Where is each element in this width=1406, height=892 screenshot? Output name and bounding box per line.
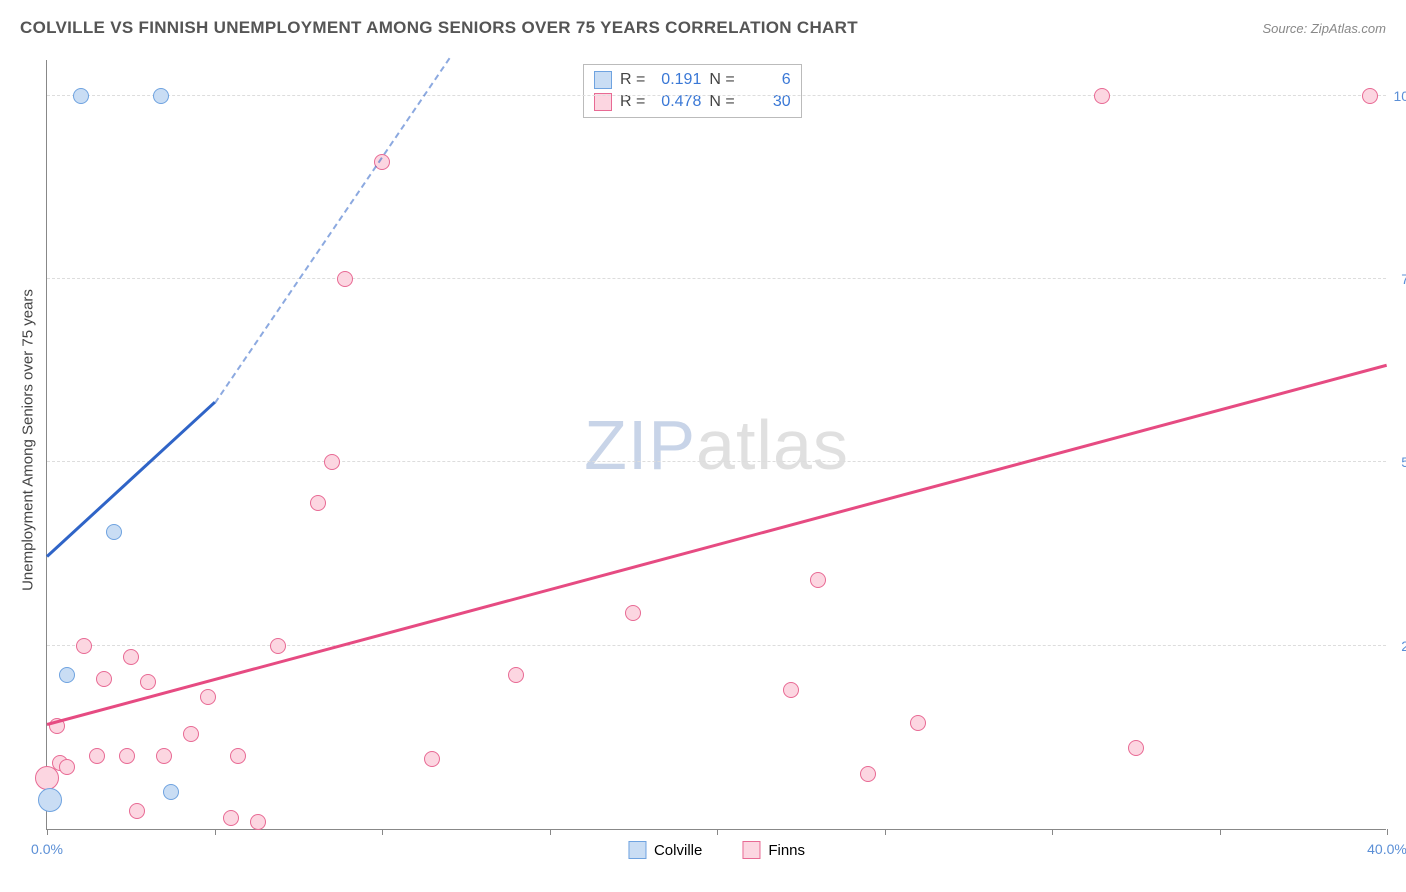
data-point-finns (129, 803, 145, 819)
data-point-finns (200, 689, 216, 705)
legend-label-finns: Finns (768, 842, 805, 859)
legend-item-finns: Finns (742, 841, 805, 859)
x-tick (1052, 829, 1053, 835)
data-point-finns (508, 667, 524, 683)
stat-n-value-colville: 6 (743, 71, 791, 89)
correlation-stats-box: R = 0.191 N = 6 R = 0.478 N = 30 (583, 64, 802, 118)
chart-title: COLVILLE VS FINNISH UNEMPLOYMENT AMONG S… (20, 18, 858, 38)
scatter-plot-area: ZIPatlas R =0.191N =6R =0.478N =30 Colvi… (46, 60, 1386, 830)
gridline-h (47, 95, 1386, 96)
data-point-finns (123, 649, 139, 665)
x-tick-label: 40.0% (1367, 841, 1406, 857)
stat-row-colville: R = 0.191 N = 6 (590, 69, 795, 91)
x-tick (717, 829, 718, 835)
data-point-finns (324, 454, 340, 470)
trendline-finns (47, 364, 1388, 726)
gridline-h (47, 278, 1386, 279)
data-point-finns (860, 766, 876, 782)
data-point-colville (153, 88, 169, 104)
stat-n-label: N = (709, 71, 734, 89)
x-tick (885, 829, 886, 835)
watermark-part-atlas: atlas (696, 406, 849, 484)
stat-swatch-colville (594, 71, 612, 89)
trendline-colville-extrapolated (214, 57, 450, 403)
watermark: ZIPatlas (584, 405, 849, 485)
gridline-h (47, 461, 1386, 462)
legend: Colville Finns (628, 841, 805, 859)
data-point-finns (910, 715, 926, 731)
stat-r-label: R = (620, 93, 645, 111)
stat-r-value-colville: 0.191 (653, 71, 701, 89)
data-point-finns (59, 759, 75, 775)
stat-n-label: N = (709, 93, 734, 111)
data-point-colville (106, 524, 122, 540)
data-point-finns (156, 748, 172, 764)
x-tick (1220, 829, 1221, 835)
source-attribution: Source: ZipAtlas.com (1262, 21, 1386, 36)
stat-swatch-finns (594, 93, 612, 111)
data-point-finns (1094, 88, 1110, 104)
watermark-part-zip: ZIP (584, 406, 696, 484)
legend-label-colville: Colville (654, 842, 702, 859)
data-point-finns (810, 572, 826, 588)
data-point-colville (59, 667, 75, 683)
data-point-finns (250, 814, 266, 830)
data-point-finns (1362, 88, 1378, 104)
data-point-finns (89, 748, 105, 764)
data-point-finns (230, 748, 246, 764)
data-point-finns (337, 271, 353, 287)
y-tick-label: 75.0% (1391, 271, 1406, 287)
data-point-colville (73, 88, 89, 104)
x-tick (382, 829, 383, 835)
source-link[interactable]: ZipAtlas.com (1311, 21, 1386, 36)
data-point-finns (270, 638, 286, 654)
x-tick (47, 829, 48, 835)
data-point-finns (96, 671, 112, 687)
stat-n-value-finns: 30 (743, 93, 791, 111)
legend-item-colville: Colville (628, 841, 702, 859)
data-point-finns (183, 726, 199, 742)
stat-r-value-finns: 0.478 (653, 93, 701, 111)
legend-swatch-finns (742, 841, 760, 859)
source-prefix-label: Source: (1262, 21, 1310, 36)
data-point-finns (310, 495, 326, 511)
data-point-finns (625, 605, 641, 621)
legend-swatch-colville (628, 841, 646, 859)
data-point-finns (223, 810, 239, 826)
x-tick (1387, 829, 1388, 835)
trendline-colville (46, 401, 216, 557)
chart-header: COLVILLE VS FINNISH UNEMPLOYMENT AMONG S… (20, 18, 1386, 38)
x-tick-label: 0.0% (31, 841, 63, 857)
y-tick-label: 100.0% (1391, 88, 1406, 104)
x-tick (215, 829, 216, 835)
data-point-finns (119, 748, 135, 764)
data-point-finns (1128, 740, 1144, 756)
data-point-finns (783, 682, 799, 698)
data-point-colville (163, 784, 179, 800)
y-axis-title: Unemployment Among Seniors over 75 years (20, 289, 37, 591)
data-point-finns (424, 751, 440, 767)
x-tick (550, 829, 551, 835)
stat-r-label: R = (620, 71, 645, 89)
y-tick-label: 25.0% (1391, 638, 1406, 654)
data-point-colville (38, 788, 62, 812)
data-point-finns (140, 674, 156, 690)
y-tick-label: 50.0% (1391, 454, 1406, 470)
data-point-finns (76, 638, 92, 654)
gridline-h (47, 645, 1386, 646)
